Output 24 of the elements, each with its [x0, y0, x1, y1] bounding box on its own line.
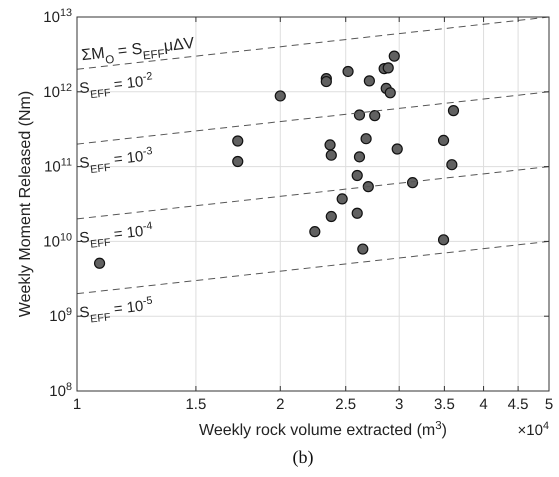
y-tick-label: 10$^{11}$ — [44, 156, 72, 176]
text: S$_{EFF}$ = 10$^{-4}$ — [78, 220, 154, 251]
y-tick-label: 10$^{10}$ — [43, 231, 72, 250]
y-tick-label: 10$^{9}$ — [49, 306, 72, 326]
x-tick-label: 3.5 — [434, 396, 455, 413]
x-tick-label: 2.5 — [335, 396, 356, 413]
y-axis-title: Weekly Moment Released (Nm) — [17, 90, 34, 318]
text: S$_{EFF}$ = 10$^{-3}$ — [78, 145, 154, 176]
x-tick-label: 2 — [276, 396, 284, 413]
y-tick-label: 10$^{12}$ — [43, 82, 72, 101]
x-tick-label: 4.5 — [508, 396, 529, 413]
x-tick-label: 5 — [544, 396, 554, 413]
text: S$_{EFF}$ = 10$^{-5}$ — [78, 294, 154, 326]
annotation: ΣM$_{O}$ = S$_{EFF}$μΔV — [80, 34, 196, 67]
x-axis-title: Weekly rock volume extracted (m$^{3}$) — [199, 420, 447, 439]
y-tick-label: 10$^{13}$ — [43, 7, 72, 26]
text: ×10$^{4}$ — [518, 420, 549, 439]
y-tick-label: 10$^{8}$ — [49, 381, 72, 400]
x-tick-label: 4 — [479, 396, 488, 413]
x-tick-label: 1 — [72, 396, 82, 413]
text: S$_{EFF}$ = 10$^{-2}$ — [78, 70, 154, 102]
x-tick-label: 3 — [395, 396, 404, 413]
text: (b) — [292, 447, 314, 467]
x-tick-label: 1.5 — [185, 396, 206, 413]
